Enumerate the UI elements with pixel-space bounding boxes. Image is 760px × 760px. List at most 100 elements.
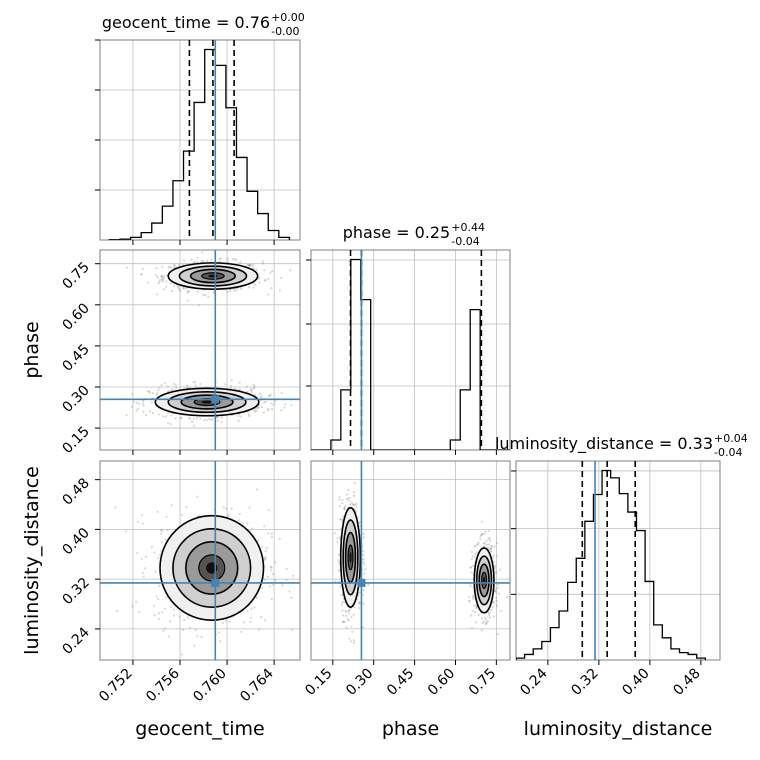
scatter-point	[200, 259, 204, 262]
panel-title: phase = 0.25	[343, 223, 450, 242]
scatter-point	[348, 499, 351, 502]
scatter-point	[153, 604, 156, 607]
scatter-point	[179, 289, 182, 292]
scatter-point	[357, 516, 360, 519]
scatter-point	[142, 399, 145, 403]
scatter-point	[471, 609, 474, 613]
scatter-point	[137, 402, 141, 405]
scatter-point	[252, 282, 256, 285]
scatter-point	[352, 503, 355, 506]
scatter-point	[219, 640, 222, 643]
scatter-point	[142, 404, 145, 407]
hist-title-luminosity_distance: luminosity_distance = 0.33 +0.04-0.04	[495, 432, 748, 459]
hist-bar	[311, 258, 510, 450]
scatter-point	[358, 602, 361, 605]
x-tick-label: 0.45	[384, 666, 417, 699]
scatter-point	[196, 635, 199, 638]
scatter-point	[185, 287, 188, 290]
title-lower-error: -0.04	[451, 235, 479, 248]
scatter-point	[471, 564, 475, 567]
scatter-point	[495, 599, 498, 603]
truth-marker	[211, 395, 220, 404]
scatter-point	[228, 620, 231, 623]
scatter-point	[479, 538, 482, 541]
scatter-point	[345, 626, 348, 629]
scatter-point	[169, 423, 172, 426]
scatter-point	[492, 556, 495, 559]
scatter-point	[255, 488, 259, 491]
scatter-point	[234, 289, 237, 293]
scatter-point	[240, 287, 243, 290]
scatter-point	[174, 417, 177, 420]
scatter-point	[345, 610, 348, 613]
scatter-point	[336, 536, 339, 539]
scatter-point	[167, 266, 170, 269]
scatter-point	[157, 413, 160, 416]
scatter-point	[170, 605, 173, 608]
scatter-point	[492, 554, 495, 557]
scatter-point	[144, 413, 148, 417]
hist-bar	[108, 48, 291, 240]
scatter-point	[161, 278, 164, 281]
scatter-point	[495, 604, 499, 608]
scatter-point	[367, 583, 370, 586]
scatter-point	[202, 293, 205, 297]
scatter-point	[160, 541, 163, 544]
scatter-point	[491, 606, 494, 609]
scatter-point	[488, 539, 492, 543]
scatter-point	[352, 491, 356, 494]
scatter-point	[488, 611, 491, 614]
scatter-point	[135, 600, 138, 603]
scatter-point	[141, 402, 145, 405]
panel-frame	[99, 249, 301, 451]
scatter-point	[230, 507, 233, 510]
scatter-point	[272, 403, 275, 406]
scatter-point	[246, 390, 249, 393]
scatter-point	[263, 279, 267, 282]
scatter-point	[345, 614, 348, 617]
x-tick-label: 0.756	[143, 665, 183, 705]
scatter-point	[260, 394, 263, 397]
scatter-point	[355, 502, 358, 505]
scatter-point	[257, 406, 260, 409]
scatter-point	[192, 417, 196, 420]
scatter-point	[342, 614, 345, 617]
scatter-point	[161, 280, 164, 283]
scatter-point	[270, 287, 273, 290]
scatter-point	[474, 553, 477, 556]
scatter-point	[489, 547, 493, 550]
scatter-point	[363, 563, 366, 566]
x-axis-label: luminosity_distance	[524, 718, 713, 740]
scatter-point	[362, 554, 365, 557]
scatter-point	[155, 267, 158, 270]
scatter-point	[481, 532, 484, 535]
scatter-point	[226, 257, 229, 260]
scatter-point	[247, 264, 250, 267]
scatter-point	[196, 256, 199, 260]
scatter-point	[488, 616, 492, 619]
scatter-point	[489, 547, 492, 550]
scatter-point	[267, 293, 270, 296]
scatter-point	[290, 404, 293, 407]
x-tick-label: 0.760	[190, 666, 230, 706]
scatter-point	[253, 410, 257, 413]
scatter-point	[288, 590, 291, 593]
scatter-point	[185, 506, 188, 509]
scatter-point	[148, 391, 151, 394]
scatter-point	[483, 542, 486, 545]
scatter-point	[162, 415, 165, 418]
scatter-point	[131, 392, 134, 395]
scatter-point	[160, 275, 163, 278]
scatter-point	[268, 394, 271, 397]
scatter-point	[476, 543, 479, 546]
scatter-point	[250, 389, 253, 392]
hist-panel-phase: phase = 0.25 +0.44-0.04	[306, 221, 511, 455]
scatter-point	[250, 390, 254, 394]
scatter-point	[239, 415, 242, 418]
scatter-point	[470, 550, 473, 554]
scatter-point	[193, 644, 196, 647]
y-tick-label: 0.15	[59, 424, 92, 457]
scatter-point	[496, 633, 500, 636]
scatter-point	[364, 567, 367, 571]
scatter-point	[477, 543, 480, 546]
